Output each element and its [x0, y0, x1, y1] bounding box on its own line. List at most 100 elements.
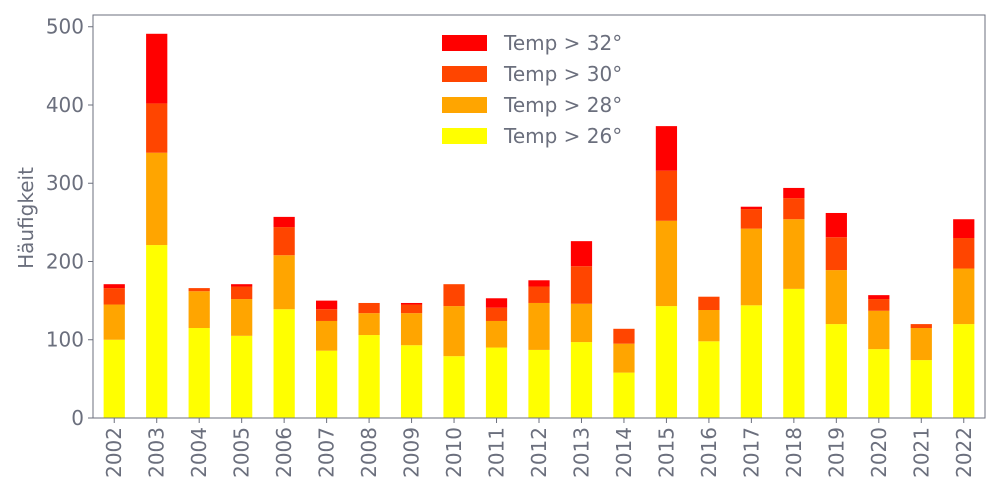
x-tick-label: 2009	[400, 427, 424, 478]
x-tick-label: 2010	[442, 427, 466, 478]
bar-2009-series-2	[400, 304, 423, 314]
legend-swatch	[442, 66, 487, 82]
y-tick-label: 400	[46, 93, 84, 117]
bar-2013-series-2	[570, 266, 593, 304]
x-tick-label: 2018	[782, 427, 806, 478]
y-axis: 0 100 200 300 400 500	[46, 15, 93, 430]
x-tick-label: 2014	[612, 427, 636, 478]
x-tick-label: 2015	[654, 427, 678, 478]
bar-2017-series-0	[740, 305, 762, 418]
bar-2022-series-1	[953, 268, 975, 325]
bar-2005-series-3	[231, 284, 253, 287]
bar-2012-series-3	[528, 280, 550, 287]
x-tick-label: 2019	[824, 427, 848, 478]
bar-2017-series-3	[740, 206, 762, 210]
bar-2015-series-0	[655, 306, 678, 418]
y-tick-label: 300	[46, 171, 84, 195]
bar-2014-series-1	[613, 343, 635, 373]
bar-2018-series-0	[783, 288, 805, 418]
bar-2003-series-0	[146, 245, 168, 418]
bar-2007-series-0	[316, 350, 338, 418]
bar-2013-series-1	[570, 303, 593, 343]
bar-2015-series-2	[655, 170, 678, 221]
bar-2004-series-1	[188, 291, 210, 329]
bar-2013-series-3	[570, 241, 593, 267]
bar-2003-series-1	[146, 152, 168, 246]
x-tick-label: 2016	[697, 427, 721, 478]
bar-2012-series-2	[528, 286, 550, 303]
bar-2019-series-2	[825, 237, 847, 271]
bar-2018-series-3	[783, 187, 805, 199]
bar-2020-series-2	[868, 299, 890, 311]
x-tick-label: 2020	[867, 427, 891, 478]
bar-2011-series-1	[485, 320, 508, 348]
bar-2013-series-0	[570, 342, 593, 418]
bar-2002-series-0	[103, 339, 125, 418]
legend-swatch	[442, 128, 487, 144]
bar-2002-series-3	[103, 284, 125, 289]
x-tick-label: 2017	[739, 427, 763, 478]
legend-label: Temp > 30°	[503, 62, 622, 86]
legend-swatch	[442, 97, 487, 113]
bar-2009-series-3	[400, 302, 423, 305]
bar-2011-series-2	[485, 307, 508, 321]
bar-2016-series-2	[698, 296, 720, 311]
bar-2017-series-1	[740, 228, 762, 306]
bar-2007-series-3	[316, 300, 338, 310]
x-tick-label: 2003	[145, 427, 169, 478]
bar-2022-series-2	[953, 238, 975, 269]
legend-label: Temp > 26°	[503, 124, 622, 148]
bar-2005-series-1	[231, 299, 253, 336]
bar-2005-series-2	[231, 286, 253, 300]
x-axis: 2002 2003 2004 2005 2006 2007 2008 2009 2010 2011…	[102, 418, 976, 478]
bar-2018-series-1	[783, 219, 805, 289]
x-tick-label: 2022	[952, 427, 976, 478]
bar-2022-series-0	[953, 324, 975, 418]
x-tick-label: 2021	[909, 427, 933, 478]
bar-2006-series-2	[273, 227, 295, 256]
x-tick-label: 2002	[102, 427, 126, 478]
bar-2012-series-0	[528, 349, 550, 418]
bar-2005-series-0	[231, 335, 253, 418]
bar-2010-series-0	[443, 356, 465, 418]
bar-2003-series-3	[146, 33, 168, 104]
y-tick-label: 200	[46, 249, 84, 273]
bar-2021-series-1	[910, 328, 932, 361]
x-tick-label: 2011	[485, 427, 509, 478]
x-tick-label: 2013	[569, 427, 593, 478]
bar-2002-series-2	[103, 288, 125, 305]
bar-2011-series-3	[485, 298, 508, 308]
bar-2022-series-3	[953, 219, 975, 239]
y-tick-label: 500	[46, 15, 84, 39]
bar-2007-series-1	[316, 320, 338, 351]
bar-2014-series-2	[613, 328, 635, 344]
bar-2010-series-1	[443, 306, 465, 357]
bar-2007-series-2	[316, 309, 338, 321]
x-tick-label: 2012	[527, 427, 551, 478]
bar-2020-series-1	[868, 310, 890, 350]
bar-2009-series-1	[400, 313, 423, 346]
legend-label: Temp > 28°	[503, 93, 622, 117]
bar-2008-series-1	[358, 313, 380, 336]
bar-2006-series-1	[273, 255, 295, 310]
bar-2010-series-2	[443, 284, 465, 307]
bar-2004-series-0	[188, 328, 210, 418]
bar-2009-series-0	[400, 345, 423, 418]
bar-2008-series-0	[358, 335, 380, 418]
bar-2004-series-2	[188, 288, 210, 292]
x-tick-label: 2008	[357, 427, 381, 478]
legend-label: Temp > 32°	[503, 31, 622, 55]
x-tick-label: 2004	[187, 427, 211, 478]
bar-2006-series-3	[273, 216, 295, 228]
legend: Temp > 32° Temp > 30° Temp > 28° Temp > 26°	[442, 31, 622, 148]
bar-2015-series-1	[655, 220, 678, 307]
bar-2019-series-0	[825, 324, 847, 418]
legend-swatch	[442, 35, 487, 51]
x-tick-label: 2006	[272, 427, 296, 478]
bar-2003-series-2	[146, 103, 168, 153]
bar-2020-series-3	[868, 295, 890, 300]
x-tick-label: 2005	[230, 427, 254, 478]
bar-2012-series-1	[528, 302, 550, 350]
bar-2006-series-0	[273, 309, 295, 418]
